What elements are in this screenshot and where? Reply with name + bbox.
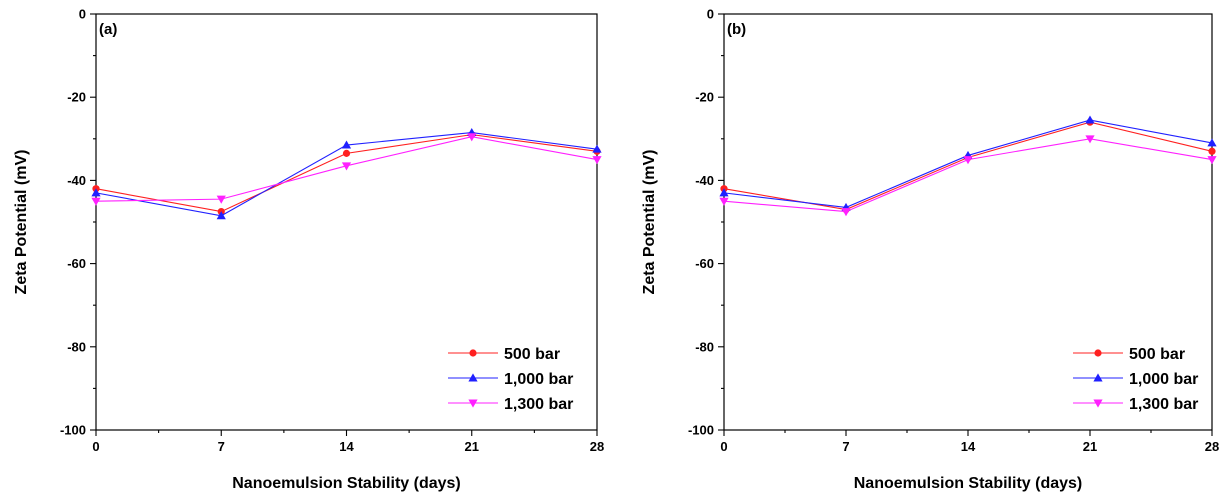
y-tick-label: 0 [707,7,714,22]
data-point [592,156,602,165]
legend-label: 1,000 bar [1129,371,1198,388]
y-tick-label: -100 [60,423,86,438]
chart-panel-1: 0 -20 -40 -60 -80 -100 0 7 14 21 28 Nanoemulsion St… [641,7,1219,493]
y-tick-label: -60 [67,256,86,271]
legend-marker [1093,399,1103,408]
y-tick-label: -40 [67,173,86,188]
legend: 500 bar 1,000 bar 1,300 bar [1073,346,1198,413]
data-point [91,197,101,206]
y-tick-label: -20 [695,90,714,105]
data-point [341,140,352,149]
x-tick-label: 7 [842,439,849,454]
y-tick-label: -60 [695,256,714,271]
legend-label: 1,000 bar [504,371,573,388]
data-point [719,188,729,197]
data-point [1207,156,1217,165]
legend-label: 1,300 bar [504,396,573,413]
data-point [1207,138,1217,147]
x-axis-title: Nanoemulsion Stability (days) [854,475,1082,492]
series-1 [91,127,602,220]
x-tick-label: 0 [720,439,727,454]
data-point [719,197,729,206]
legend-marker [469,349,477,357]
y-tick-label: -100 [688,423,714,438]
legend-label: 1,300 bar [1129,396,1198,413]
legend-label: 500 bar [504,346,560,363]
x-tick-label: 28 [590,439,604,454]
series-line [723,121,1213,211]
data-point [216,195,226,204]
y-tick-label: -20 [67,90,86,105]
data-point [91,188,101,197]
data-point [1085,135,1095,144]
data-point [1208,147,1216,155]
x-tick-label: 14 [961,439,976,454]
legend-marker [468,373,478,382]
legend-marker [1094,349,1102,357]
data-point [1085,115,1095,124]
panel-label: (a) [99,21,117,38]
y-tick-label: -40 [695,173,714,188]
x-tick-label: 21 [465,439,479,454]
plot-frame [723,13,1213,431]
x-axis-title: Nanoemulsion Stability (days) [232,475,460,492]
data-point [963,156,973,165]
x-tick-label: 14 [339,439,354,454]
x-tick-label: 28 [1205,439,1219,454]
data-point [216,211,226,220]
data-point [467,133,477,142]
chart-panel-0: 0 -20 -40 -60 -80 -100 0 7 14 21 28 Nanoemulsion St… [13,7,604,493]
data-point [341,162,352,171]
data-point [592,144,602,153]
y-tick-label: -80 [695,339,714,354]
legend-label: 500 bar [1129,346,1185,363]
y-tick-label: -80 [67,339,86,354]
panel-label: (b) [727,21,746,38]
data-point [342,149,351,157]
x-tick-label: 7 [218,439,225,454]
x-tick-label: 0 [92,439,99,454]
y-axis-title: Zeta Potential (mV) [13,150,30,295]
series-2 [719,135,1217,217]
x-tick-label: 21 [1083,439,1097,454]
legend-marker [468,399,478,408]
series-2 [91,133,602,206]
plot-frame [95,13,598,431]
y-axis-title: Zeta Potential (mV) [641,150,658,295]
data-point [841,208,851,217]
legend-marker [1093,373,1103,382]
series-0 [720,118,1216,214]
legend: 500 bar 1,000 bar 1,300 bar [448,346,573,413]
y-tick-label: 0 [79,7,86,22]
